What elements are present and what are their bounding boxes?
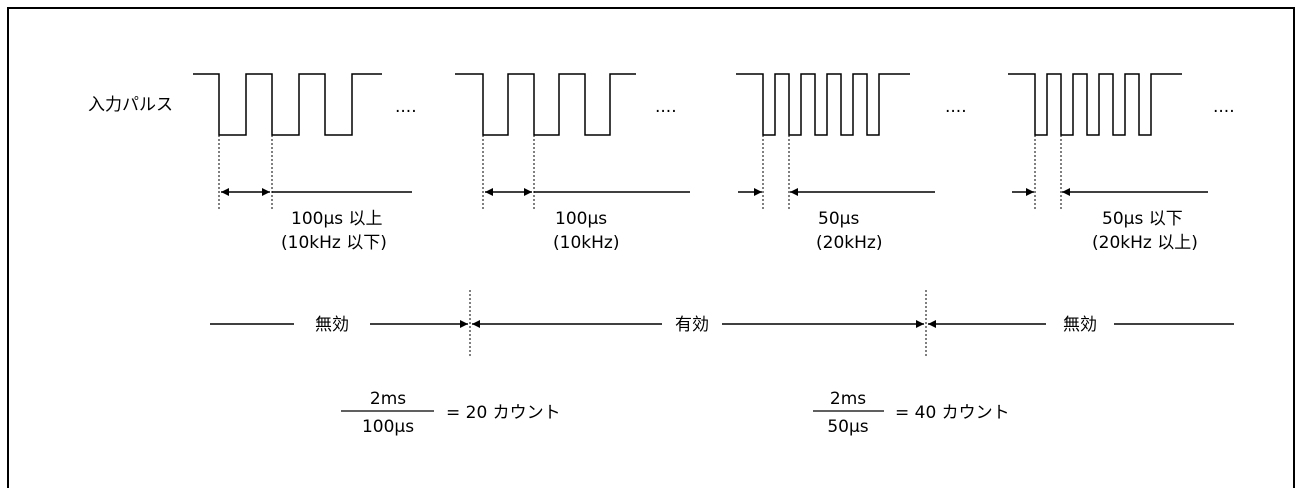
group-4-frequency: (20kHz 以上) bbox=[1092, 233, 1198, 253]
pulse-wave-4 bbox=[1008, 73, 1182, 136]
pulse-wave-2 bbox=[455, 73, 636, 136]
ellipsis-1: .... bbox=[395, 97, 417, 117]
ellipsis-4: .... bbox=[1213, 97, 1235, 117]
group-1-frequency: (10kHz 以下) bbox=[281, 233, 387, 253]
region-valid: 有効 bbox=[675, 315, 709, 335]
ellipsis-3: .... bbox=[945, 97, 967, 117]
region-invalid-left: 無効 bbox=[315, 315, 349, 335]
period-markers bbox=[218, 135, 1062, 210]
formula-2-denominator: 50μs bbox=[827, 417, 868, 437]
pulse-wave-3 bbox=[736, 73, 910, 136]
region-invalid-right: 無効 bbox=[1063, 315, 1097, 335]
formula-1-denominator: 100μs bbox=[362, 417, 414, 437]
group-1-period: 100μs 以上 bbox=[291, 209, 383, 229]
diagram-frame bbox=[7, 7, 1295, 488]
group-2-period: 100μs bbox=[555, 209, 607, 229]
formula-1-numerator: 2ms bbox=[370, 389, 406, 409]
ellipsis-2: .... bbox=[655, 97, 677, 117]
group-3-frequency: (20kHz) bbox=[816, 233, 882, 253]
input-pulse-label: 入力パルス bbox=[88, 95, 173, 115]
group-2-frequency: (10kHz) bbox=[553, 233, 619, 253]
formula-2-result: = 40 カウント bbox=[895, 403, 1010, 423]
formula-2-numerator: 2ms bbox=[830, 389, 866, 409]
group-4-period: 50μs 以下 bbox=[1102, 209, 1183, 229]
formula-1-result: = 20 カウント bbox=[446, 403, 561, 423]
group-3-period: 50μs bbox=[818, 209, 859, 229]
pulse-waveforms bbox=[193, 73, 1182, 136]
pulse-wave-1 bbox=[193, 73, 382, 136]
region-boundaries bbox=[469, 290, 927, 358]
